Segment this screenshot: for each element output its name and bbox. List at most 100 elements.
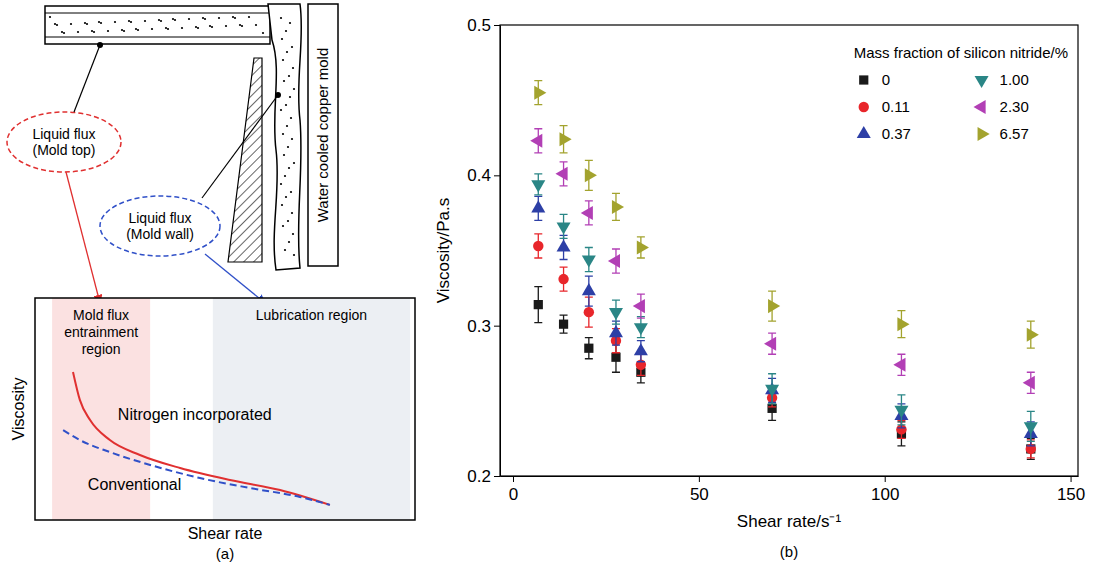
flux-dot: [98, 21, 100, 23]
flux-dot: [63, 32, 65, 34]
flux-dot: [282, 59, 284, 61]
solid-flux-layer: [228, 58, 262, 262]
mold-wall-label-line: (Mold wall): [126, 226, 194, 242]
legend-item: 2.30: [973, 98, 1028, 115]
flux-dot: [281, 38, 283, 40]
error-bar: [585, 338, 593, 359]
legend-marker: [975, 76, 989, 88]
point: [534, 300, 543, 309]
x-axis-title: Shear rate/s⁻¹: [737, 512, 842, 531]
legend-label: 0: [882, 71, 890, 88]
point: [531, 180, 545, 192]
flux-dot: [181, 27, 183, 29]
panel-a-chart: Mold fluxentrainmentregion Lubrication re…: [10, 298, 415, 562]
series: [531, 196, 1038, 446]
flux-channel: [45, 6, 270, 44]
flux-dot: [293, 254, 295, 256]
flux-dot: [255, 24, 257, 26]
flux-dot: [114, 21, 116, 23]
y-tick-label: 0.3: [467, 317, 491, 336]
panel-label: (a): [216, 545, 234, 562]
y-tick-mark: [494, 326, 500, 327]
flux-dot: [286, 51, 288, 53]
point: [637, 240, 649, 254]
flux-dot: [241, 25, 243, 27]
y-axis-title: Viscosity: [10, 378, 27, 441]
point: [897, 317, 909, 331]
flux-dot: [282, 225, 284, 227]
point: [1027, 328, 1039, 342]
flux-dot: [291, 46, 293, 48]
curve: [73, 372, 330, 505]
x-tick-mark: [885, 476, 886, 482]
flux-dot: [86, 23, 88, 25]
flux-dot: [93, 31, 95, 33]
y-axis-line: [500, 26, 501, 477]
mold-label: Water cooled copper mold: [314, 48, 331, 223]
flux-dot: [158, 19, 160, 21]
x-axis: 050100150: [501, 476, 1086, 504]
flux-dot: [160, 20, 162, 22]
liquid-flux-film: [268, 4, 301, 270]
flux-dot: [195, 26, 197, 28]
region-label: Mold fluxentrainmentregion: [64, 307, 138, 357]
flux-dot: [49, 16, 51, 18]
flux-dot: [107, 30, 109, 32]
point: [1023, 376, 1035, 390]
flux-dot: [197, 27, 199, 29]
data-points: [530, 81, 1039, 460]
leader-line: [202, 95, 278, 198]
legend-item: 0: [859, 71, 890, 88]
flux-dot: [283, 154, 285, 156]
region-label-line: region: [82, 341, 121, 357]
flux-dot: [225, 25, 227, 27]
x-tick: 100: [871, 476, 899, 504]
flux-dot: [290, 117, 292, 119]
flux-dot: [280, 109, 282, 111]
flux-dot: [130, 21, 132, 23]
flux-dot: [151, 28, 153, 30]
point: [1024, 422, 1038, 434]
x-tick-label: 50: [690, 485, 709, 504]
copper-mold: [308, 4, 338, 266]
flux-dot: [288, 75, 290, 77]
legend-label: 0.37: [882, 125, 911, 142]
point: [557, 239, 571, 251]
flux-dot: [91, 30, 93, 32]
flux-dot: [280, 183, 282, 185]
flux-dot: [286, 125, 288, 127]
flux-dot: [293, 162, 295, 164]
point: [634, 343, 648, 355]
legend-title: Mass fraction of silicon nitride/%: [854, 44, 1068, 61]
flux-dot: [54, 23, 56, 25]
point: [558, 274, 568, 284]
mold-top-ellipse: [7, 112, 121, 172]
point: [582, 255, 596, 267]
x-tick-label: 100: [871, 485, 899, 504]
point: [557, 222, 571, 234]
point: [559, 320, 568, 329]
x-tick-mark: [513, 476, 514, 482]
y-tick-label: 0.4: [467, 166, 491, 185]
region-label: Lubrication region: [256, 307, 367, 323]
flux-dot: [283, 80, 285, 82]
flux-dot: [290, 191, 292, 193]
flux-dot: [70, 23, 72, 25]
point: [531, 200, 545, 212]
flux-dot: [137, 29, 139, 31]
flux-dot: [167, 28, 169, 30]
legend-marker: [859, 102, 869, 112]
leader-line: [74, 45, 100, 112]
flux-dot: [77, 31, 79, 33]
flux-dot: [204, 18, 206, 20]
point: [768, 299, 780, 313]
point: [764, 337, 776, 351]
point: [530, 134, 542, 148]
point: [582, 283, 596, 295]
point: [634, 323, 648, 335]
region-label-line: entrainment: [64, 324, 138, 340]
series: [533, 234, 1036, 458]
flux-dot: [84, 22, 86, 24]
y-tick: 0.5: [467, 16, 500, 35]
x-tick-label: 150: [1057, 485, 1085, 504]
